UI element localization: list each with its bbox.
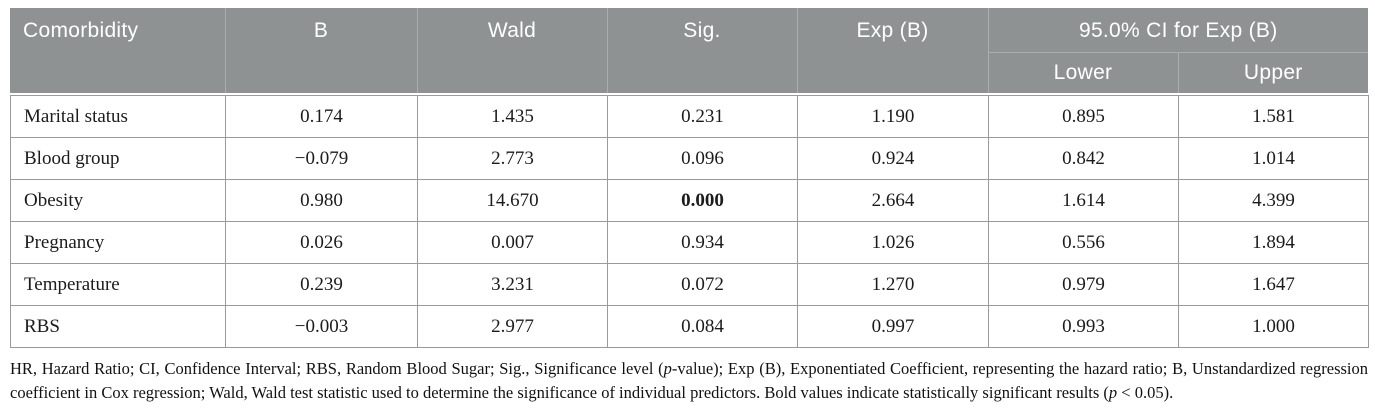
cell-comorbidity: Pregnancy — [10, 221, 226, 264]
table-footnote: HR, Hazard Ratio; CI, Confidence Interva… — [10, 357, 1368, 405]
cell-lower: 0.993 — [988, 305, 1179, 348]
cell-comorbidity: Marital status — [10, 95, 226, 138]
cell-exp-b: 2.664 — [797, 179, 989, 222]
cell-wald: 2.773 — [417, 137, 608, 180]
cell-sig: 0.000 — [607, 179, 798, 222]
cell-b: 0.174 — [225, 95, 418, 138]
col-header-sig: Sig. — [606, 8, 797, 93]
cell-wald: 1.435 — [417, 95, 608, 138]
cell-lower: 1.614 — [988, 179, 1179, 222]
table-row: Obesity 0.980 14.670 0.000 2.664 1.614 4.399 — [10, 179, 1369, 222]
cell-wald: 14.670 — [417, 179, 608, 222]
table-row: Temperature 0.239 3.231 0.072 1.270 0.979 1.64… — [10, 263, 1369, 306]
cell-comorbidity: Temperature — [10, 263, 226, 306]
table-body: Marital status 0.174 1.435 0.231 1.190 0.895 1… — [10, 95, 1369, 348]
cell-sig: 0.231 — [607, 95, 798, 138]
cell-sig: 0.096 — [607, 137, 798, 180]
footnote-text: < 0.05). — [1117, 383, 1174, 402]
cell-comorbidity: RBS — [10, 305, 226, 348]
footnote-italic-p: p — [1108, 383, 1118, 402]
cell-upper: 1.647 — [1178, 263, 1369, 306]
cell-lower: 0.842 — [988, 137, 1179, 180]
table-header: Comorbidity B Wald Sig. Exp (B) 95.0% CI… — [10, 8, 1369, 93]
cell-wald: 2.977 — [417, 305, 608, 348]
cell-sig: 0.084 — [607, 305, 798, 348]
cell-comorbidity: Obesity — [10, 179, 226, 222]
cell-upper: 1.014 — [1178, 137, 1369, 180]
col-header-b: B — [224, 8, 417, 93]
cell-upper: 1.000 — [1178, 305, 1369, 348]
col-header-exp-b: Exp (B) — [796, 8, 988, 93]
cell-b: 0.980 — [225, 179, 418, 222]
cell-b: −0.003 — [225, 305, 418, 348]
footnote-text: HR, Hazard Ratio; CI, Confidence Interva… — [10, 359, 664, 378]
cell-upper: 1.894 — [1178, 221, 1369, 264]
cell-wald: 3.231 — [417, 263, 608, 306]
cell-wald: 0.007 — [417, 221, 608, 264]
cell-lower: 0.556 — [988, 221, 1179, 264]
cell-lower: 0.979 — [988, 263, 1179, 306]
cell-b: −0.079 — [225, 137, 418, 180]
cell-exp-b: 0.997 — [797, 305, 989, 348]
cell-sig: 0.072 — [607, 263, 798, 306]
table-row: RBS −0.003 2.977 0.084 0.997 0.993 1.000 — [10, 305, 1369, 348]
cell-comorbidity: Blood group — [10, 137, 226, 180]
footnote-text: -value); Exp (B), Exponentiated Coeffici… — [10, 359, 1368, 402]
cell-b: 0.026 — [225, 221, 418, 264]
cell-sig: 0.934 — [607, 221, 798, 264]
col-header-upper: Upper — [1177, 52, 1369, 93]
table-row: Pregnancy 0.026 0.007 0.934 1.026 0.556 1.894 — [10, 221, 1369, 264]
cell-exp-b: 0.924 — [797, 137, 989, 180]
cell-b: 0.239 — [225, 263, 418, 306]
col-header-ci-group: 95.0% CI for Exp (B) — [987, 8, 1369, 53]
cell-exp-b: 1.190 — [797, 95, 989, 138]
table-row: Blood group −0.079 2.773 0.096 0.924 0.842 1.0… — [10, 137, 1369, 180]
cox-regression-table: Marital status 0.174 1.435 0.231 1.190 0.895 1… — [10, 95, 1369, 348]
cell-upper: 4.399 — [1178, 179, 1369, 222]
cell-upper: 1.581 — [1178, 95, 1369, 138]
table-row: Marital status 0.174 1.435 0.231 1.190 0.895 1… — [10, 95, 1369, 138]
cell-exp-b: 1.026 — [797, 221, 989, 264]
col-header-lower: Lower — [987, 52, 1178, 93]
cell-lower: 0.895 — [988, 95, 1179, 138]
cell-exp-b: 1.270 — [797, 263, 989, 306]
footnote-italic-p: p — [663, 359, 672, 378]
col-header-comorbidity: Comorbidity — [10, 8, 225, 93]
col-header-wald: Wald — [416, 8, 607, 93]
